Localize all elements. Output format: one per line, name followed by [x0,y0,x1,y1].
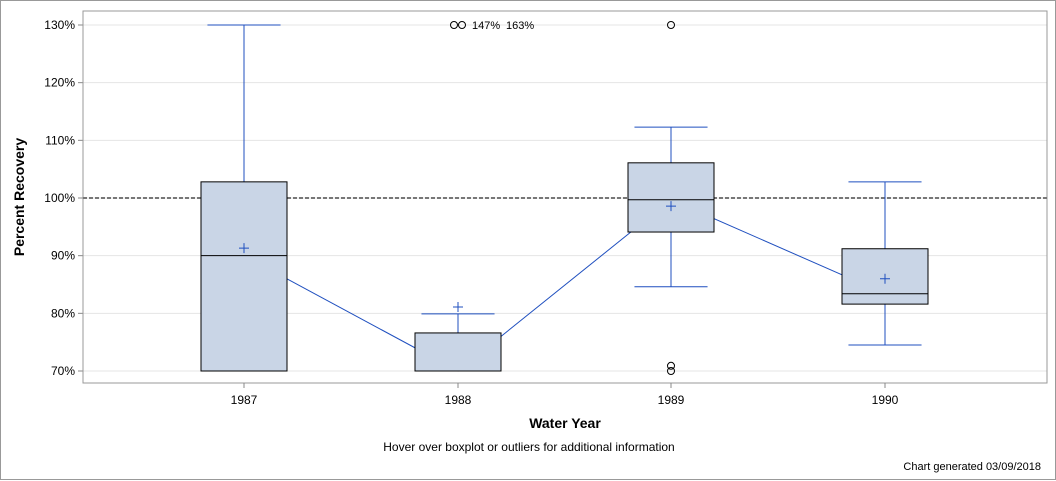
mean-marker [239,243,249,254]
x-tick-label: 1990 [872,393,899,407]
x-tick-label: 1989 [658,393,685,407]
y-tick-label: 70% [51,364,75,378]
median-connect-line [243,199,886,372]
mean-marker [666,201,676,212]
x-tick-label: 1987 [231,393,258,407]
x-axis-label: Water Year [529,415,601,431]
x-tick-label: 1988 [445,393,472,407]
outlier-point [667,361,675,370]
generated-date: Chart generated 03/09/2018 [903,461,1041,473]
mean-marker [880,273,890,284]
outlier-point [667,367,675,375]
outlier-label: 163% [506,20,534,32]
hover-note: Hover over boxplot or outliers for addit… [383,440,675,454]
y-tick-label: 80% [51,306,75,320]
y-tick-label: 100% [44,191,75,205]
box-1990 [841,248,929,305]
y-tick-label: 110% [45,133,75,147]
box-1989 [627,162,715,233]
box-1987 [200,181,288,372]
y-tick-label: 120% [44,76,75,90]
box-1988 [414,332,502,372]
outlier-point [667,21,675,29]
y-tick-label: 90% [51,249,75,263]
y-tick-label: 130% [44,18,75,32]
y-axis-label: Percent Recovery [11,138,27,257]
mean-marker [453,301,463,312]
outlier-point [450,21,458,29]
outlier-point [458,21,466,29]
outlier-label: 147% [472,20,500,32]
